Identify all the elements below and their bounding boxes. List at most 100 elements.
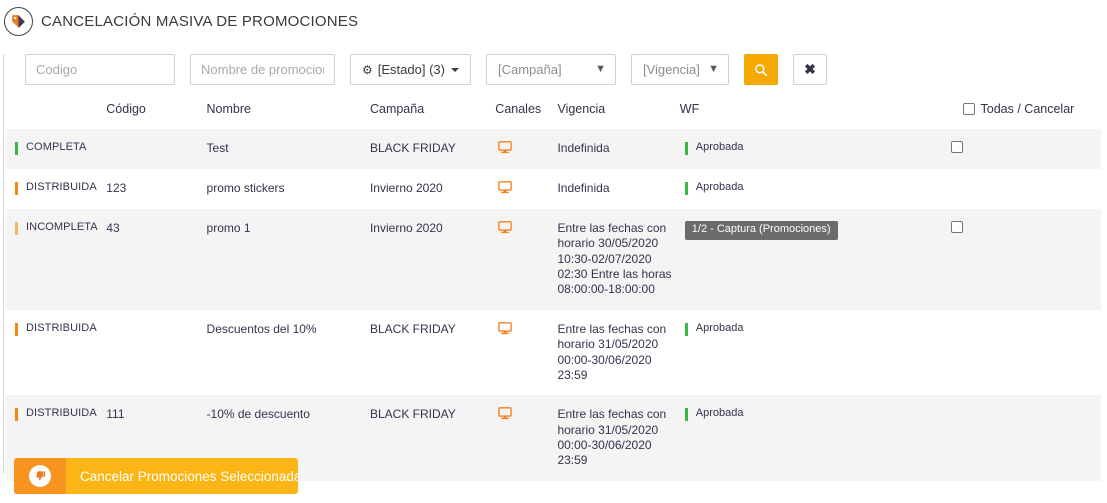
estado-label: DISTRIBUIDA	[26, 321, 97, 334]
cell-nombre: Test	[206, 129, 370, 169]
row-select-checkbox[interactable]	[950, 141, 963, 153]
estado-label: INCOMPLETA	[26, 221, 98, 233]
wf-status-label: Aprobada	[695, 407, 744, 420]
cell-select	[950, 209, 1101, 310]
cell-canales	[495, 129, 558, 169]
cell-vigencia: Indefinida	[557, 169, 680, 209]
cell-canales	[495, 169, 558, 209]
cell-select	[950, 169, 1101, 209]
promotions-table: Código Nombre Campaña Canales Vigencia W…	[6, 102, 1101, 481]
col-campana: Campaña	[369, 102, 425, 116]
table-row: COMPLETA Test BLACK FRIDAY Indefinida Aproba…	[6, 129, 1101, 169]
cancel-selected-promotions-label: Cancelar Promociones Seleccionadas	[80, 468, 298, 484]
wf-status-bar	[684, 408, 688, 422]
campana-select[interactable]: [Campaña] ▼	[485, 54, 616, 85]
cell-codigo	[106, 309, 207, 396]
cell-nombre: Descuentos del 10%	[206, 309, 370, 396]
cell-wf: Aprobada	[679, 395, 951, 481]
cell-vigencia: Entre las fechas con horario 31/05/2020 …	[557, 309, 680, 396]
table-row: INCOMPLETA 43 promo 1 Invierno 2020 Entre la…	[6, 209, 1101, 310]
cell-select	[950, 395, 1101, 481]
search-icon	[755, 63, 768, 76]
monitor-icon	[495, 221, 513, 237]
table-body: COMPLETA Test BLACK FRIDAY Indefinida Aproba…	[6, 129, 1101, 481]
page-header: CANCELACIÓN MASIVA DE PROMOCIONES	[0, 0, 1107, 36]
gear-icon: ⚙	[362, 62, 373, 77]
monitor-icon	[495, 321, 513, 338]
cell-estado: INCOMPLETA	[6, 209, 107, 310]
monitor-icon	[495, 181, 513, 197]
cell-canales	[495, 309, 558, 396]
vigencia-select-value: [Vigencia]	[642, 62, 700, 77]
cell-campana: BLACK FRIDAY	[369, 309, 496, 396]
col-select: Todas / Cancelar	[951, 102, 1101, 129]
cell-select	[950, 309, 1101, 396]
col-estado	[6, 102, 106, 129]
cell-wf: Aprobada	[679, 309, 951, 396]
wf-status-label: Aprobada	[695, 181, 744, 193]
cell-estado: COMPLETA	[6, 129, 107, 169]
estado-status-bar	[15, 408, 18, 422]
row-select-checkbox[interactable]	[950, 221, 963, 233]
cell-select	[950, 129, 1101, 169]
cell-vigencia: Entre las fechas con horario 31/05/2020 …	[557, 395, 680, 481]
estado-label: DISTRIBUIDA	[26, 181, 97, 193]
cell-wf: Aprobada	[679, 129, 951, 169]
cell-nombre: promo stickers	[206, 169, 370, 209]
wf-status-label: Aprobada	[695, 141, 744, 153]
vigencia-select[interactable]: [Vigencia] ▼	[630, 54, 729, 85]
cell-nombre: promo 1	[206, 209, 370, 310]
cell-wf: 1/2 - Captura (Promociones)	[679, 209, 951, 310]
cell-vigencia: Indefinida	[557, 129, 680, 169]
cell-campana: Invierno 2020	[369, 209, 496, 310]
estado-filter-label: [Estado] (3)	[377, 62, 445, 77]
search-button[interactable]	[743, 54, 778, 85]
wf-status-bar	[684, 142, 688, 155]
estado-status-bar	[15, 142, 18, 155]
left-divider	[3, 54, 4, 474]
table-row: DISTRIBUIDA Descuentos del 10% BLACK FRIDA…	[6, 309, 1101, 396]
cell-canales	[495, 209, 558, 310]
cell-codigo: 43	[106, 209, 207, 310]
estado-status-bar	[15, 222, 18, 235]
col-vigencia: Vigencia	[557, 102, 606, 116]
cell-codigo	[106, 129, 207, 169]
monitor-icon	[495, 407, 513, 423]
cell-campana: Invierno 2020	[369, 169, 496, 209]
wf-status-bar	[684, 182, 688, 195]
estado-status-bar	[15, 322, 18, 336]
col-codigo: Código	[106, 102, 146, 116]
content-area: ⚙ [Estado] (3) [Campaña] ▼ [Vigencia] ▼ …	[0, 54, 1107, 481]
cell-estado: DISTRIBUIDA	[6, 309, 107, 396]
cancel-selected-promotions-button[interactable]: Cancelar Promociones Seleccionadas	[14, 458, 298, 494]
estado-filter-dropdown[interactable]: ⚙ [Estado] (3)	[350, 54, 471, 85]
wf-status-bar	[684, 322, 688, 336]
table-header: Código Nombre Campaña Canales Vigencia W…	[6, 102, 1101, 129]
cell-campana: BLACK FRIDAY	[369, 129, 496, 169]
col-wf: WF	[679, 102, 700, 116]
clear-filters-button[interactable]: ✖	[792, 54, 827, 85]
nombre-promocion-input[interactable]	[190, 54, 335, 85]
estado-label: DISTRIBUIDA	[26, 407, 97, 420]
button-icon-segment	[14, 458, 66, 494]
page-title: CANCELACIÓN MASIVA DE PROMOCIONES	[41, 12, 359, 30]
cell-canales	[495, 395, 558, 481]
wf-status-chip: 1/2 - Captura (Promociones)	[684, 221, 838, 240]
col-canales: Canales	[495, 102, 542, 116]
select-all-label: Todas / Cancelar	[980, 102, 1075, 116]
select-all-checkbox[interactable]	[962, 103, 975, 115]
tag-icon	[4, 6, 33, 36]
estado-label: COMPLETA	[26, 141, 87, 153]
col-nombre: Nombre	[206, 102, 251, 116]
cell-codigo: 123	[106, 169, 207, 209]
wf-status-label: Aprobada	[695, 321, 744, 334]
cell-vigencia: Entre las fechas con horario 30/05/2020 …	[557, 209, 680, 310]
filter-bar: ⚙ [Estado] (3) [Campaña] ▼ [Vigencia] ▼ …	[0, 54, 1107, 85]
chevron-down-icon: ▼	[595, 63, 606, 75]
cell-wf: Aprobada	[679, 169, 951, 209]
table-row: DISTRIBUIDA 123 promo stickers Invierno 202…	[6, 169, 1101, 209]
cell-campana: BLACK FRIDAY	[369, 395, 496, 481]
close-icon: ✖	[804, 61, 816, 77]
cell-estado: DISTRIBUIDA	[6, 169, 107, 209]
codigo-input[interactable]	[25, 54, 175, 85]
